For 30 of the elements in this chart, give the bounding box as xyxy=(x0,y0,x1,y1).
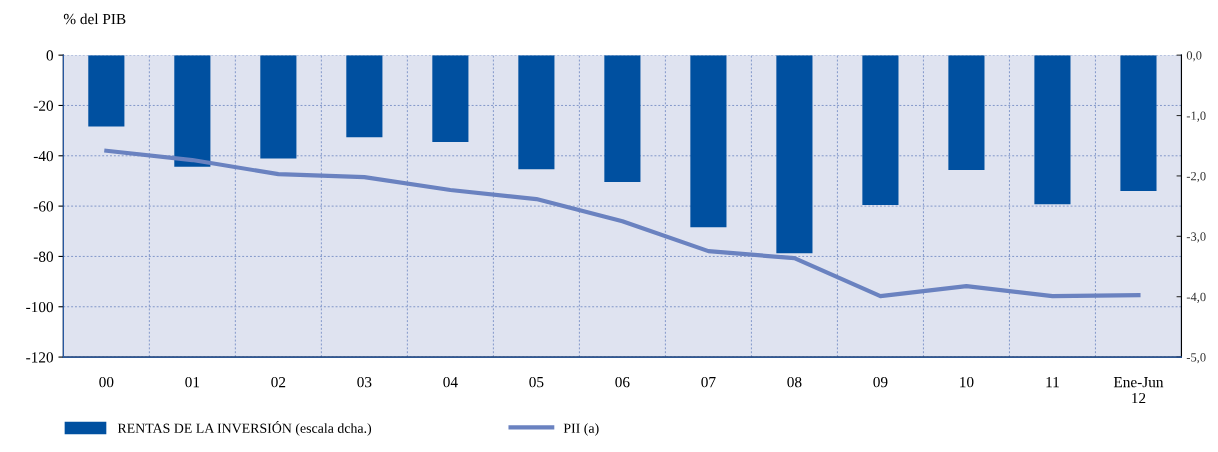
y2-tick-label: -3,0 xyxy=(1186,232,1206,243)
y-tick-label: -60 xyxy=(33,201,54,212)
x-tick-label: 11 xyxy=(1046,377,1059,388)
line-series xyxy=(104,148,1141,299)
legend-label: RENTAS DE LA INVERSIÓN (escala dcha.) xyxy=(117,420,372,436)
y2-tick-label: -1,0 xyxy=(1186,111,1206,122)
x-tick-label: 00 xyxy=(99,376,114,388)
y2-tick-label: -2,0 xyxy=(1186,171,1206,183)
y-tick-label: -80 xyxy=(33,251,54,262)
y2-tick-label: 0,0 xyxy=(1186,51,1202,62)
y-tick-label: -20 xyxy=(33,100,54,111)
x-tick-label: 02 xyxy=(271,376,286,388)
y-tick-label: 0 xyxy=(46,50,54,61)
y2-tick-label: -5,0 xyxy=(1186,353,1206,364)
legend-label: PII (a) xyxy=(563,423,599,436)
x-tick-label: 10 xyxy=(960,376,974,388)
x-tick-label: 07 xyxy=(701,376,716,388)
y-tick-label: -120 xyxy=(26,352,54,363)
x-tick-label: 03 xyxy=(357,376,372,388)
y-tick-label: -100 xyxy=(26,301,54,313)
x-tick-label: 06 xyxy=(615,376,630,388)
y-axis-title: % del PIB xyxy=(63,13,126,25)
x-tick-label: 08 xyxy=(787,376,802,388)
y2-tick-label: -4,0 xyxy=(1186,292,1206,303)
x-tick-label: 04 xyxy=(443,376,458,388)
x-tick-label: Ene-Jun 12 xyxy=(1113,377,1164,404)
x-tick-label: 01 xyxy=(185,376,200,388)
x-tick-label: 09 xyxy=(873,376,888,388)
y-tick-label: -40 xyxy=(33,150,54,162)
x-tick-label: 05 xyxy=(529,376,544,388)
